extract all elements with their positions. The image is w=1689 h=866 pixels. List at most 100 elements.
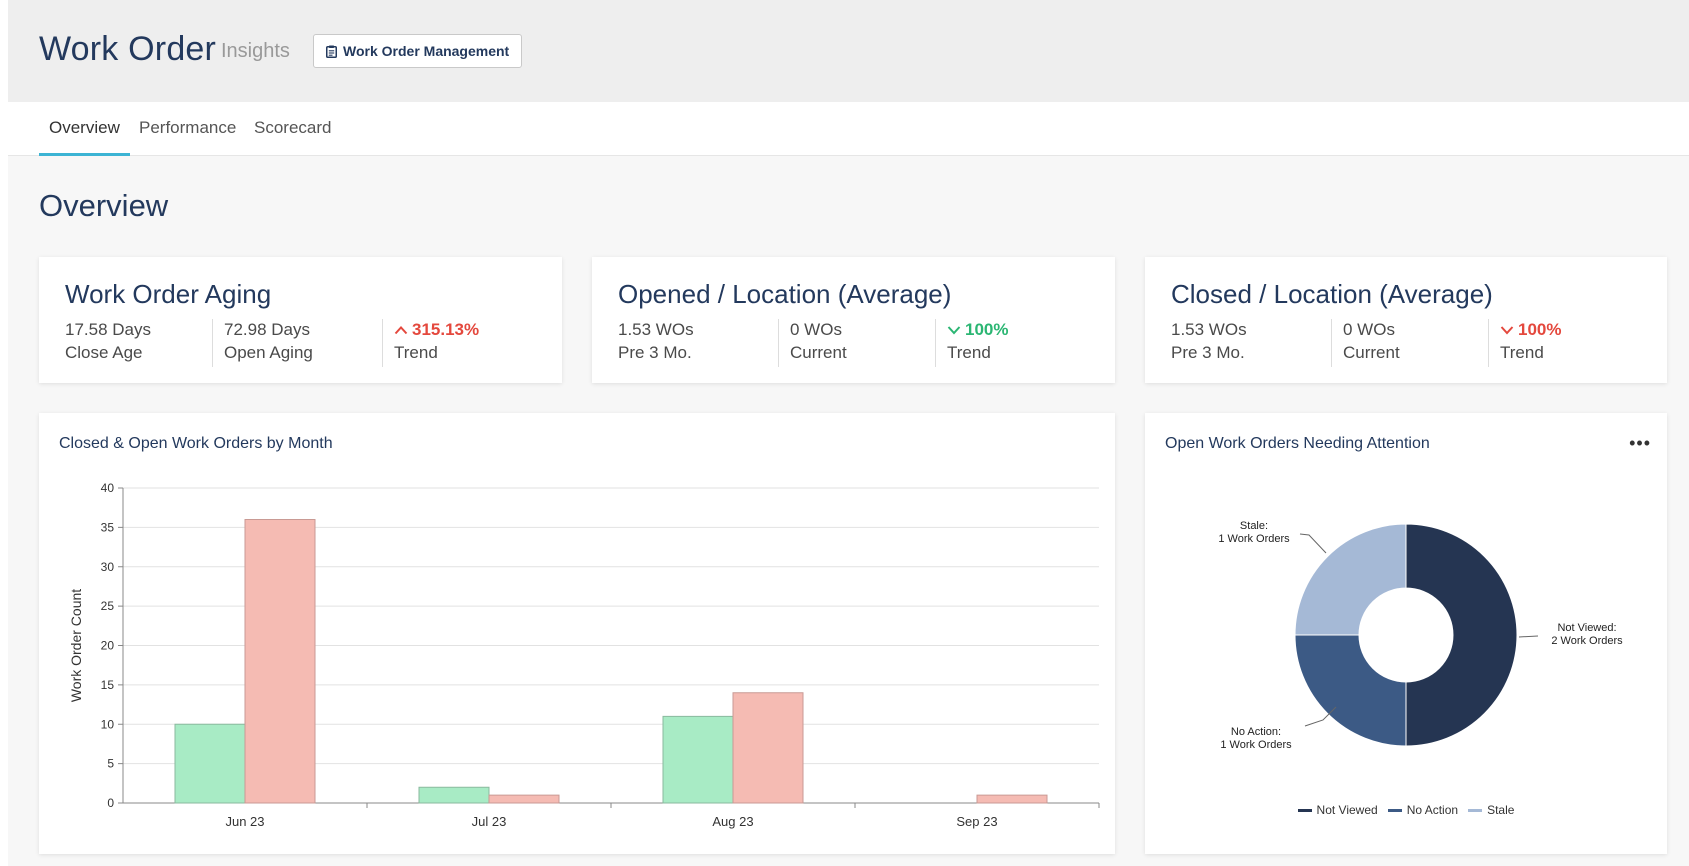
legend-swatch <box>1468 808 1483 812</box>
tab-overview[interactable]: Overview <box>39 118 130 156</box>
kpi-value: 1.53 WOs <box>1171 320 1247 339</box>
page-subtitle: Insights <box>221 40 290 62</box>
kpi-cell-current: 0 WOs Current <box>1331 319 1488 367</box>
page-title: Work Order <box>39 30 217 68</box>
slice-label: Stale: <box>1240 520 1268 532</box>
bar <box>662 715 734 804</box>
kpi-title: Work Order Aging <box>65 279 272 309</box>
kpi-label: Open Aging <box>224 343 313 362</box>
kpi-label: Current <box>790 343 847 362</box>
section-title: Overview <box>39 188 169 223</box>
kpi-label: Pre 3 Mo. <box>618 343 692 362</box>
trend-percent: 315.13% <box>412 320 480 339</box>
clipboard-icon <box>326 45 337 58</box>
bar-chart-card: Closed & Open Work Orders by Month 0 5 10 1… <box>39 413 1115 854</box>
legend-swatch <box>1387 808 1402 812</box>
kpi-card-closed-location: Closed / Location (Average) 1.53 WOs Pre… <box>1145 257 1667 383</box>
kpi-cell-close-age: 17.58 Days Close Age <box>65 319 215 367</box>
chevron-down-icon <box>947 326 961 335</box>
kpi-label: Trend <box>1500 343 1544 362</box>
bar <box>244 519 316 804</box>
bar <box>174 723 246 804</box>
slice-label: No Action: <box>1231 726 1281 738</box>
legend-label: Not Viewed <box>1316 803 1378 817</box>
kpi-cell-pre-3-mo: 1.53 WOs Pre 3 Mo. <box>1171 319 1331 367</box>
kpi-cell-open-aging: 72.98 Days Open Aging <box>212 319 382 367</box>
tab-performance[interactable]: Performance <box>139 118 237 137</box>
slice-connector <box>1304 706 1337 727</box>
slice-label-value: 1 Work Orders <box>1218 533 1290 545</box>
x-tick-label: Jun 23 <box>225 814 264 829</box>
kpi-cell-pre-3-mo: 1.53 WOs Pre 3 Mo. <box>618 319 778 367</box>
bar <box>488 794 560 804</box>
chevron-up-icon <box>394 326 408 335</box>
y-tick-label: 15 <box>101 678 115 692</box>
trend-percent: 100% <box>965 320 1009 339</box>
slice-label-value: 2 Work Orders <box>1551 635 1623 647</box>
donut-slice <box>1294 523 1407 636</box>
bar <box>732 692 804 804</box>
bar <box>976 794 1048 804</box>
y-tick-label: 20 <box>101 639 115 653</box>
slice-label: Not Viewed: <box>1557 622 1616 634</box>
legend-swatch <box>1297 808 1312 812</box>
kpi-title: Opened / Location (Average) <box>618 279 952 309</box>
y-tick-label: 35 <box>101 520 115 534</box>
donut-slice <box>1294 634 1407 747</box>
work-order-management-button[interactable]: Work Order Management <box>313 34 523 68</box>
kpi-value: 17.58 Days <box>65 320 151 339</box>
y-tick-label: 0 <box>107 796 114 810</box>
kpi-label: Trend <box>394 343 438 362</box>
trend-value: 315.13% <box>394 319 552 341</box>
trend-value: 100% <box>947 319 1105 341</box>
slice-connector <box>1518 635 1539 638</box>
tab-scorecard[interactable]: Scorecard <box>254 118 332 137</box>
kpi-cell-trend: 315.13% Trend <box>382 319 552 367</box>
y-tick-label: 10 <box>101 717 115 731</box>
legend-item[interactable]: Stale <box>1468 803 1514 817</box>
kpi-cell-trend: 100% Trend <box>1488 319 1658 367</box>
kpi-value: 72.98 Days <box>224 320 310 339</box>
page: Work Order Insights Work Order Managemen… <box>8 0 1689 866</box>
y-axis-label: Work Order Count <box>68 589 84 702</box>
legend-label: No Action <box>1406 803 1459 817</box>
work-order-management-label: Work Order Management <box>343 43 510 59</box>
donut-legend: Not Viewed No Action Stale <box>1145 803 1667 817</box>
kpi-card-work-order-aging: Work Order Aging 17.58 Days Close Age 72… <box>39 257 562 383</box>
slice-connector <box>1299 533 1327 554</box>
kpi-value: 0 WOs <box>1343 320 1395 339</box>
donut-chart-card: Open Work Orders Needing Attention ••• N… <box>1145 413 1667 854</box>
bar-chart-title: Closed & Open Work Orders by Month <box>59 435 333 452</box>
y-tick-label: 5 <box>107 757 114 771</box>
kpi-label: Current <box>1343 343 1400 362</box>
kpi-cell-current: 0 WOs Current <box>778 319 935 367</box>
trend-percent: 100% <box>1518 320 1562 339</box>
kpi-label: Close Age <box>65 343 143 362</box>
kpi-value: 1.53 WOs <box>618 320 694 339</box>
donut-chart-title: Open Work Orders Needing Attention <box>1165 435 1430 452</box>
trend-value: 100% <box>1500 319 1658 341</box>
kpi-cell-trend: 100% Trend <box>935 319 1105 367</box>
kpi-value: 0 WOs <box>790 320 842 339</box>
x-tick-label: Sep 23 <box>956 814 997 829</box>
more-horizontal-icon[interactable]: ••• <box>1629 433 1651 453</box>
bar <box>418 786 490 804</box>
y-tick-label: 30 <box>101 560 115 574</box>
kpi-label: Trend <box>947 343 991 362</box>
legend-label: Stale <box>1487 803 1515 817</box>
x-tick-label: Jul 23 <box>472 814 507 829</box>
x-tick-label: Aug 23 <box>712 814 753 829</box>
kpi-title: Closed / Location (Average) <box>1171 279 1493 309</box>
y-tick-label: 25 <box>101 599 115 613</box>
slice-label-value: 1 Work Orders <box>1220 739 1292 751</box>
legend-item[interactable]: No Action <box>1387 803 1459 817</box>
legend-item[interactable]: Not Viewed <box>1297 803 1378 817</box>
y-tick-label: 40 <box>101 481 115 495</box>
bar-chart: 0 5 10 15 20 25 30 35 40 Work Order Count Jun 23 Ju… <box>68 481 1100 829</box>
kpi-card-opened-location: Opened / Location (Average) 1.53 WOs Pre… <box>592 257 1115 383</box>
tab-bar: Overview Performance Scorecard <box>8 102 1689 156</box>
kpi-label: Pre 3 Mo. <box>1171 343 1245 362</box>
donut-slice <box>1405 523 1518 747</box>
top-header: Work Order Insights Work Order Managemen… <box>8 0 1689 102</box>
